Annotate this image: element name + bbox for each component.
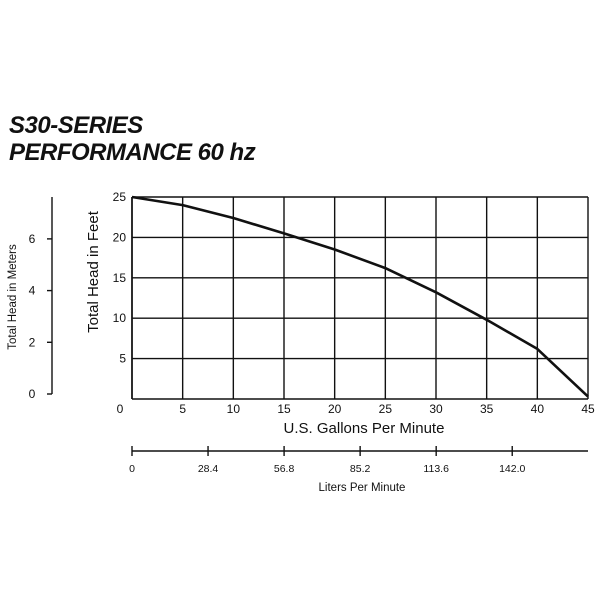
gpm-tick-35: 35 — [480, 402, 494, 416]
lpm-tick-85.2: 85.2 — [350, 463, 371, 475]
performance-curve — [131, 195, 589, 398]
feet-tick-20: 20 — [113, 230, 127, 244]
meters-tick-4: 4 — [29, 284, 36, 298]
meters-axis-label: Total Head in Meters — [7, 244, 19, 350]
chart-title-line1: S30-SERIES — [9, 112, 143, 139]
gpm-tick-labels: 0 5 10 15 20 25 30 35 40 45 — [117, 402, 595, 416]
chart-title-line2: PERFORMANCE 60 hz — [9, 139, 256, 166]
meters-tick-2: 2 — [29, 335, 36, 349]
lpm-tick-113.6: 113.6 — [423, 463, 449, 475]
feet-tick-25: 25 — [113, 190, 127, 204]
y-axis-label: Total Head in Feet — [85, 210, 102, 333]
gpm-tick-20: 20 — [328, 402, 342, 416]
gpm-tick-25: 25 — [379, 402, 393, 416]
chart-grid — [131, 196, 589, 400]
lpm-tick-142.0: 142.0 — [499, 463, 525, 475]
gpm-tick-45: 45 — [581, 402, 595, 416]
gpm-tick-5: 5 — [179, 402, 186, 416]
lpm-tick-28.4: 28.4 — [198, 463, 219, 475]
lpm-axis-label: Liters Per Minute — [319, 482, 406, 494]
feet-tick-5: 5 — [119, 352, 126, 366]
gpm-tick-15: 15 — [277, 402, 291, 416]
feet-tick-15: 15 — [113, 271, 127, 285]
lpm-axis: 0 28.4 56.8 85.2 113.6 142.0 — [129, 446, 588, 475]
gpm-tick-0: 0 — [117, 402, 124, 416]
gpm-tick-10: 10 — [227, 402, 241, 416]
x-axis-label: U.S. Gallons Per Minute — [284, 420, 445, 437]
gpm-tick-30: 30 — [429, 402, 443, 416]
performance-curve-group — [131, 195, 589, 398]
meters-tick-0: 0 — [29, 387, 36, 401]
meters-axis: 0 2 4 6 — [29, 197, 53, 401]
chart-title: S30-SERIES PERFORMANCE 60 hz — [9, 112, 256, 166]
lpm-tick-56.8: 56.8 — [274, 463, 295, 475]
meters-tick-6: 6 — [29, 232, 36, 246]
lpm-tick-0: 0 — [129, 463, 135, 475]
feet-tick-labels: 5 10 15 20 25 — [113, 190, 127, 366]
feet-tick-10: 10 — [113, 311, 127, 325]
gpm-tick-40: 40 — [531, 402, 545, 416]
